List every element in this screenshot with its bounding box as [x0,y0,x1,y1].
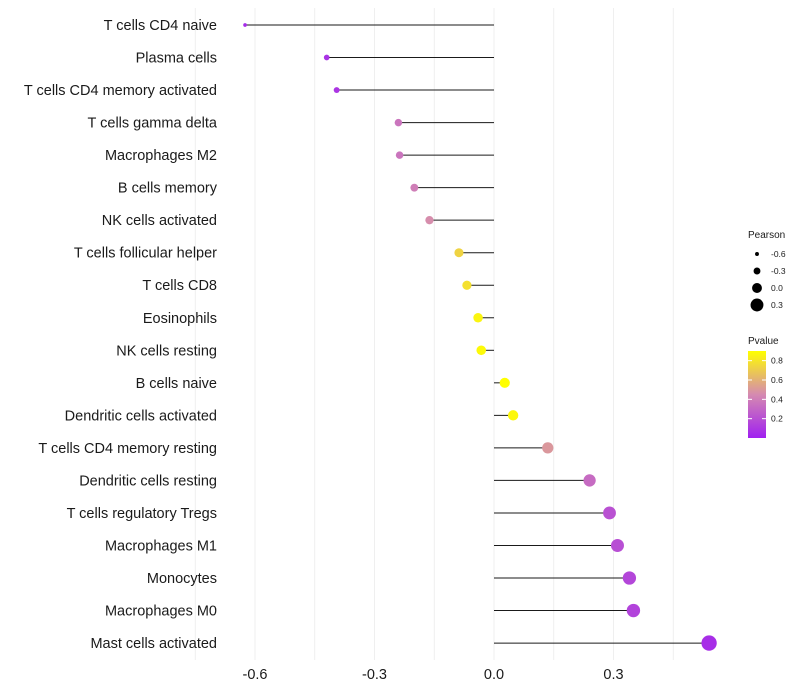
category-label: NK cells resting [116,343,217,359]
lollipop-point [499,377,510,388]
lollipop-point [454,248,464,258]
category-label: Macrophages M0 [105,604,217,620]
category-label: Macrophages M1 [105,538,217,554]
lollipop-point [425,216,434,225]
x-tick-label: -0.3 [362,667,387,683]
lollipop-point [610,538,624,552]
category-label: Eosinophils [143,311,217,327]
category-label: T cells regulatory Tregs [67,506,217,522]
size-legend-key [750,298,764,312]
size-legend-key [755,252,759,256]
color-legend-bar [748,351,766,438]
x-tick-label: 0.3 [603,667,623,683]
category-label: T cells CD8 [142,278,217,294]
lollipop-point [410,183,419,192]
lollipop-point [323,54,330,61]
category-label: B cells memory [118,181,218,197]
category-label: Plasma cells [136,51,217,67]
x-axis-ticks: -0.6 -0.3 0.0 0.3 [243,667,624,683]
category-label: Dendritic cells resting [79,473,217,489]
lollipop-point [507,410,519,421]
category-label: Monocytes [147,571,217,587]
size-legend-label: -0.3 [771,266,786,276]
lollipop-point [476,345,487,356]
color-legend-label: 0.2 [771,414,783,424]
category-label: T cells CD4 memory resting [38,441,217,457]
size-legend-label: 0.0 [771,283,783,293]
color-legend-label: 0.6 [771,375,783,385]
size-legend-title: Pearson [748,230,785,241]
category-label: Macrophages M2 [105,148,217,164]
category-label: T cells follicular helper [74,246,217,262]
category-label: T cells CD4 naive [104,18,217,34]
lollipop-point [603,506,616,520]
color-legend: Pvalue 0.2 0.4 0.6 0.8 [748,336,783,438]
category-label: B cells naive [136,376,217,392]
size-legend-key [753,267,761,275]
color-legend-title: Pvalue [748,336,779,347]
lollipop-point [622,571,637,585]
size-legend-label: 0.3 [771,300,783,310]
category-label: Mast cells activated [90,636,217,652]
lollipop-point [583,474,596,487]
lollipop-point [626,603,641,618]
size-legend-label: -0.6 [771,249,786,259]
color-legend-label: 0.4 [771,394,783,404]
lollipop-point [394,118,403,127]
lollipop-point [333,87,340,94]
category-label: T cells CD4 memory activated [24,83,217,99]
category-label: T cells gamma delta [88,116,218,132]
lollipop-point [542,442,554,454]
lollipop-point [462,280,472,290]
lollipop-point [395,151,404,159]
category-label: Dendritic cells activated [65,408,217,424]
lollipop-point [473,313,483,323]
lollipop-points [243,23,717,651]
color-legend-label: 0.8 [771,356,783,366]
lollipop-point [701,635,717,651]
lollipop-lines [245,24,710,644]
category-label: NK cells activated [102,213,217,229]
grid-layer [194,8,674,660]
size-legend-key [752,283,762,293]
y-axis-labels: T cells CD4 naive Plasma cells T cells CD4… [24,18,218,652]
lollipop-point [243,23,247,27]
x-tick-label: -0.6 [243,667,268,683]
size-legend: Pearson -0.6 -0.3 0.0 0.3 [748,230,786,312]
x-tick-label: 0.0 [484,667,504,683]
